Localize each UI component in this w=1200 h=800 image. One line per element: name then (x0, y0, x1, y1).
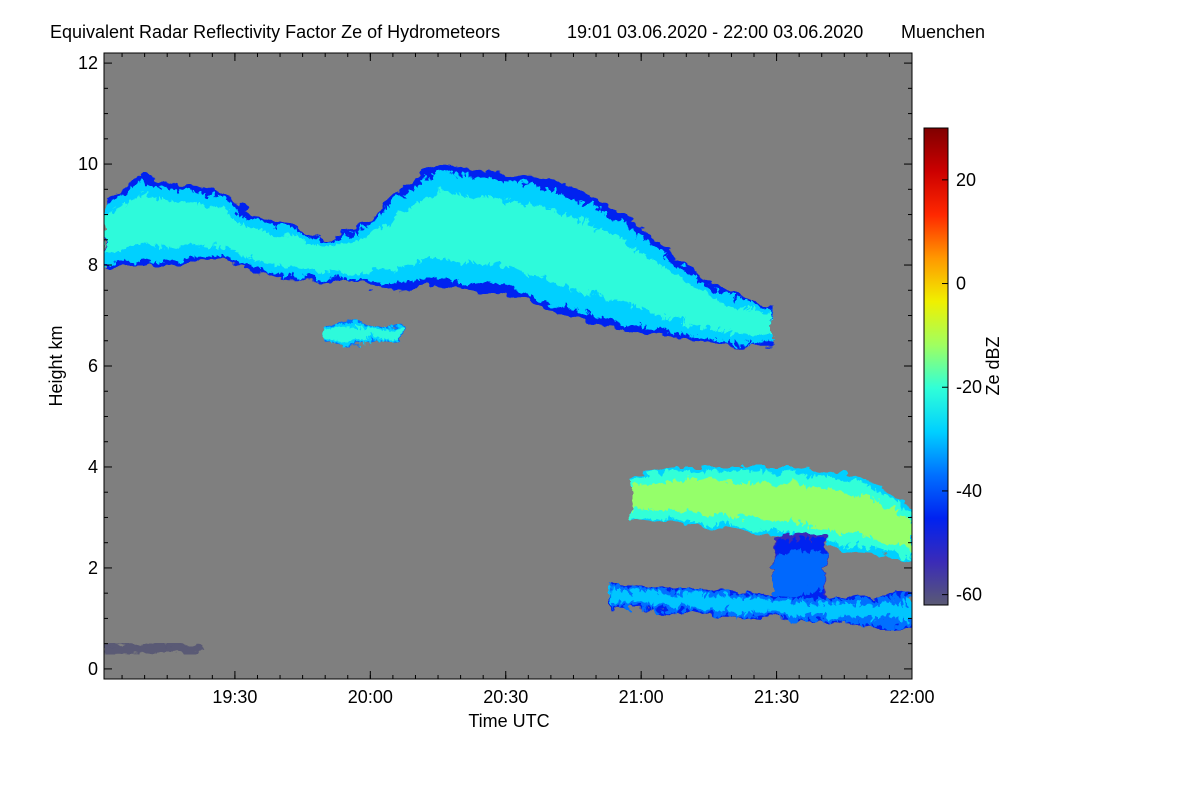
y-tick-label: 0 (88, 659, 98, 679)
echo-lower-cloud-layer (632, 467, 912, 563)
colorbar-tick-label: 0 (956, 274, 966, 294)
x-tick-label: 21:00 (619, 687, 664, 707)
y-tick-label: 2 (88, 558, 98, 578)
echo-low-level-echoes (609, 583, 912, 629)
x-tick-label: 20:30 (483, 687, 528, 707)
x-axis-label: Time UTC (468, 711, 549, 731)
echo-near-ground-clutter (104, 643, 204, 654)
y-tick-label: 10 (78, 154, 98, 174)
y-tick-label: 8 (88, 255, 98, 275)
echo-upper-cloud-layer (104, 164, 773, 346)
x-tick-label: 19:30 (212, 687, 257, 707)
x-tick-label: 20:00 (348, 687, 393, 707)
colorbar-tick-label: -60 (956, 585, 982, 605)
y-tick-label: 12 (78, 53, 98, 73)
echo-small-cloud-patch (325, 320, 402, 346)
x-tick-label: 22:00 (889, 687, 934, 707)
colorbar-label: Ze dBZ (983, 336, 1003, 395)
chart-location: Muenchen (901, 22, 985, 42)
y-tick-label: 4 (88, 457, 98, 477)
y-tick-label: 6 (88, 356, 98, 376)
colorbar (923, 127, 949, 606)
y-axis-label: Height km (46, 325, 66, 406)
chart-title: Equivalent Radar Reflectivity Factor Ze … (50, 22, 500, 42)
x-tick-label: 21:30 (754, 687, 799, 707)
chart-time-range: 19:01 03.06.2020 - 22:00 03.06.2020 (567, 22, 863, 42)
colorbar-tick-label: -40 (956, 481, 982, 501)
colorbar-tick-label: 20 (956, 170, 976, 190)
colorbar-tick-label: -20 (956, 377, 982, 397)
